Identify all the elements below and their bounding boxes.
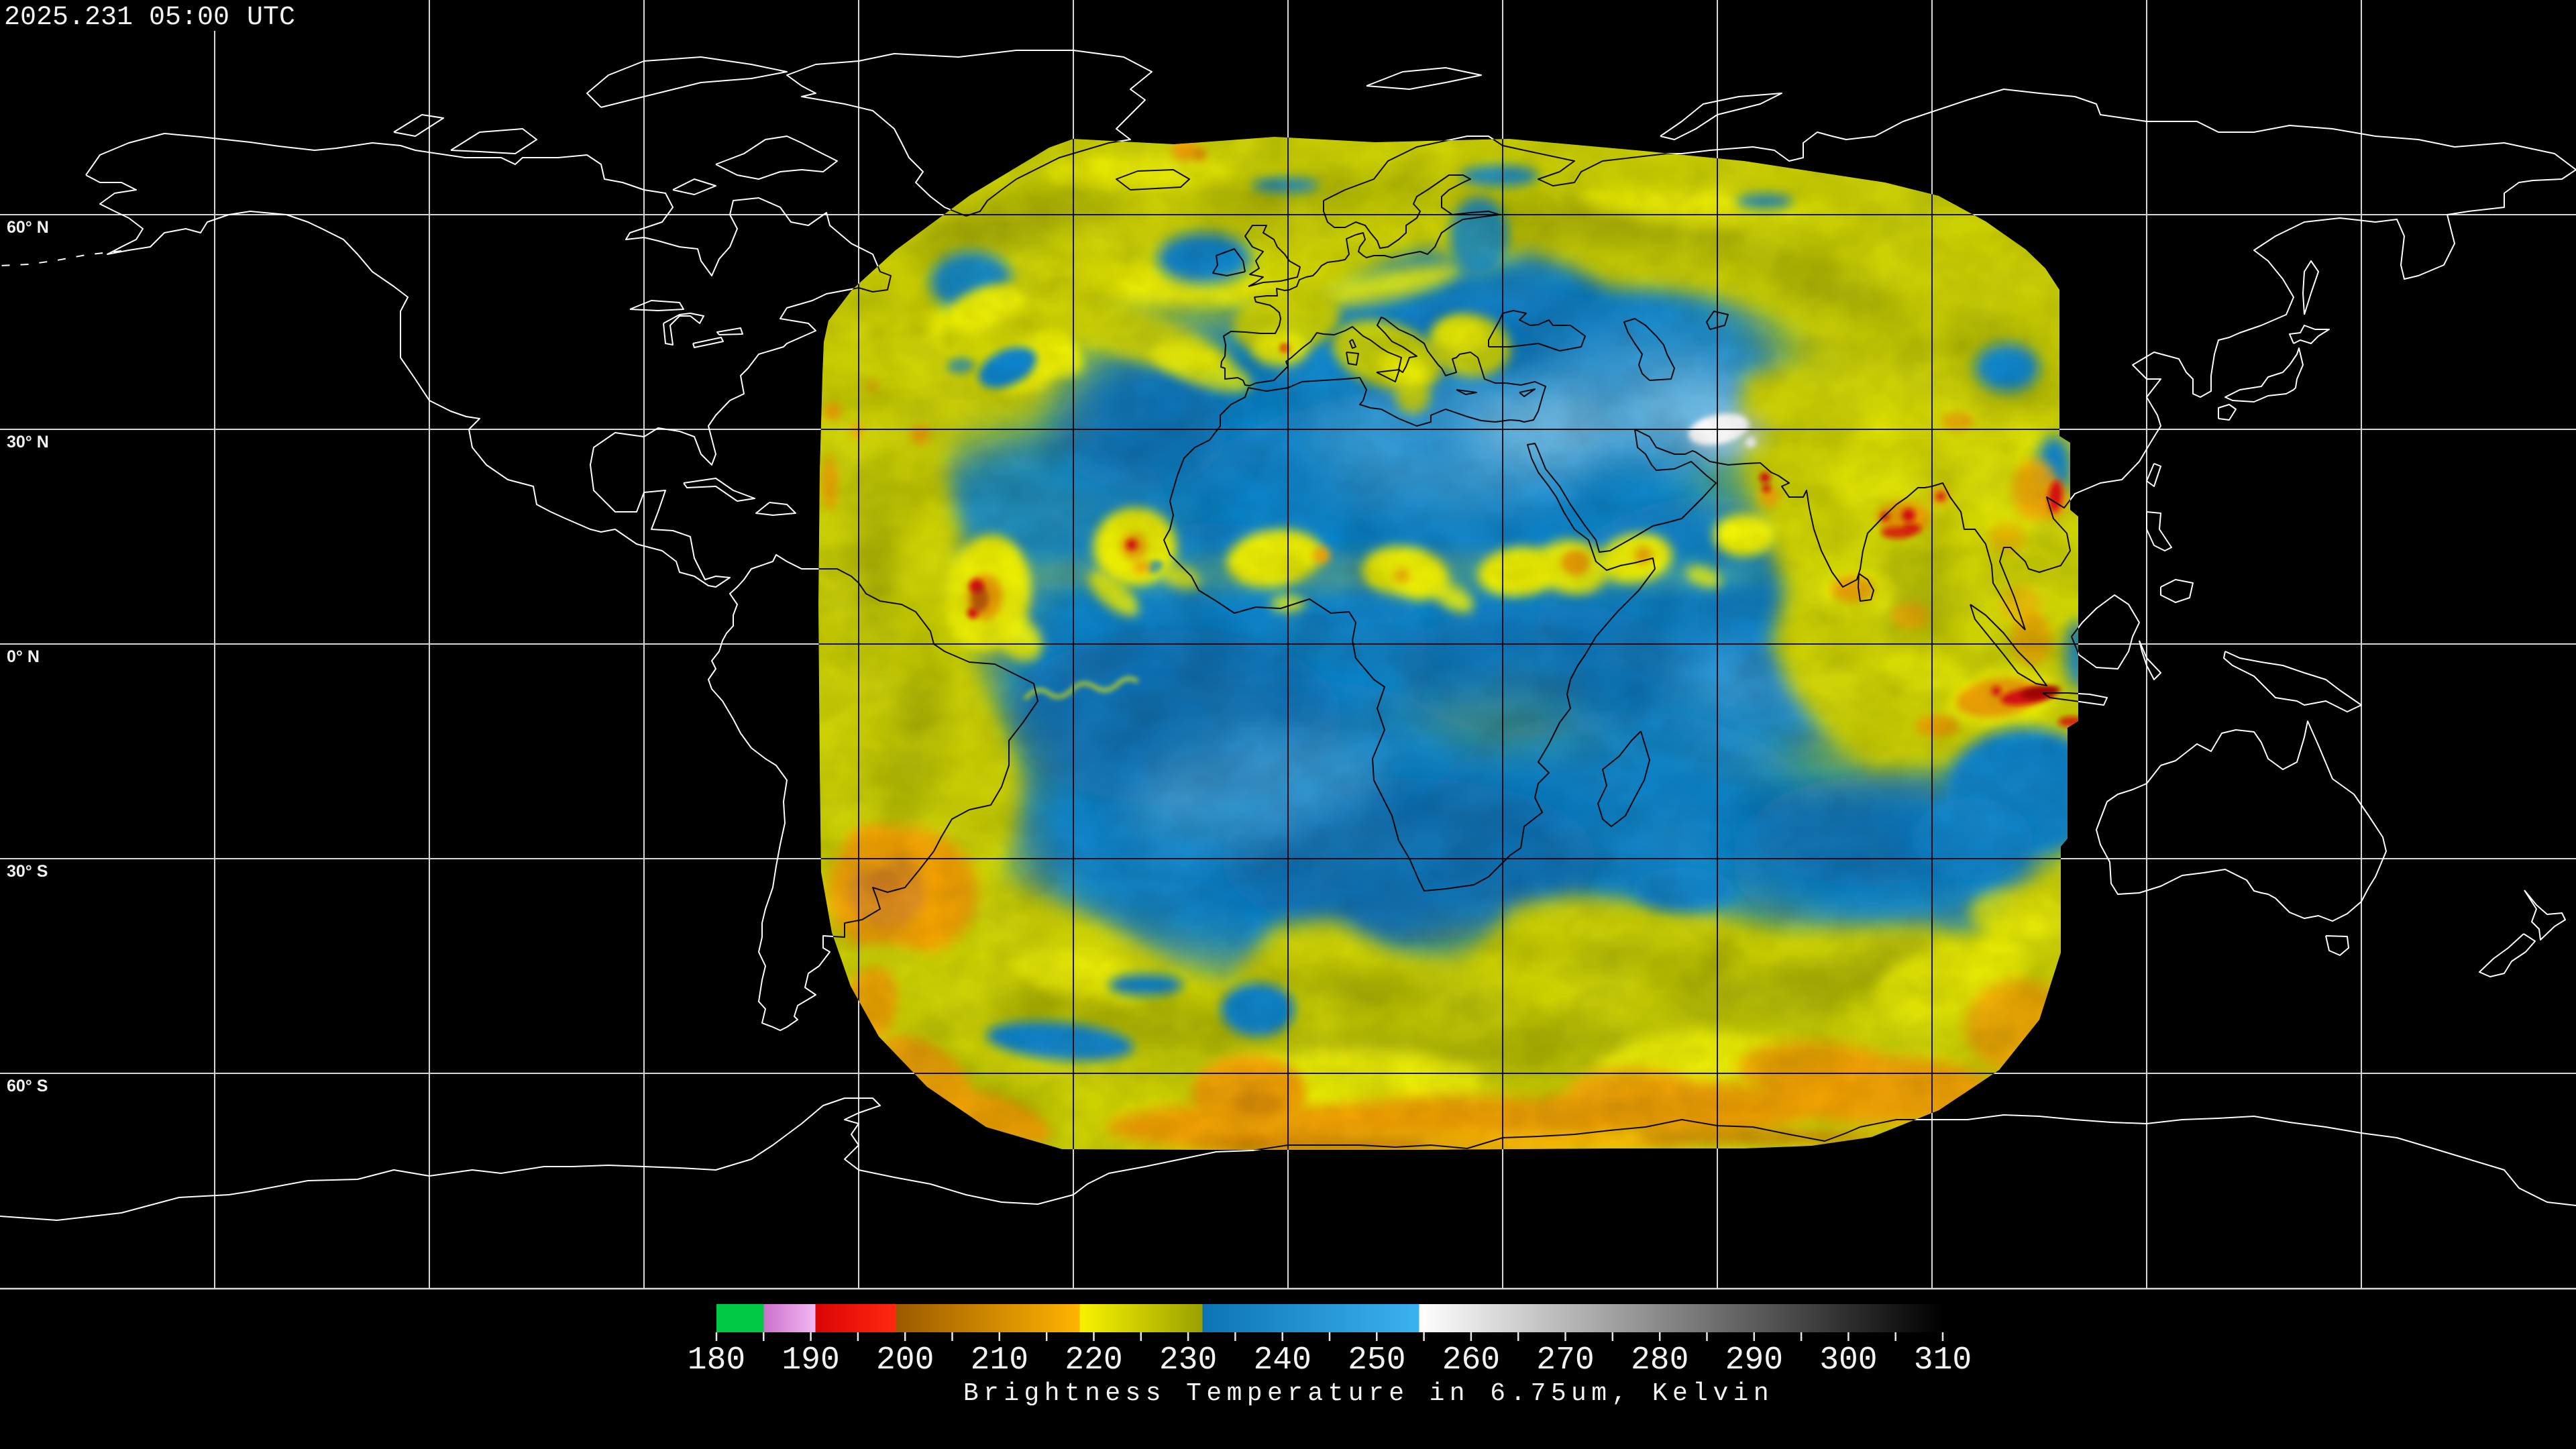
svg-text:200: 200 bbox=[876, 1342, 934, 1379]
svg-text:260: 260 bbox=[1442, 1342, 1500, 1379]
svg-text:300: 300 bbox=[1819, 1342, 1877, 1379]
svg-text:60° N: 60° N bbox=[7, 218, 49, 237]
svg-text:270: 270 bbox=[1536, 1342, 1594, 1379]
svg-text:220: 220 bbox=[1065, 1342, 1122, 1379]
svg-text:0° N: 0° N bbox=[7, 647, 40, 666]
svg-text:250: 250 bbox=[1348, 1342, 1405, 1379]
svg-text:190: 190 bbox=[782, 1342, 839, 1379]
svg-text:310: 310 bbox=[1914, 1342, 1972, 1379]
svg-text:240: 240 bbox=[1253, 1342, 1311, 1379]
svg-text:210: 210 bbox=[971, 1342, 1028, 1379]
svg-text:60° S: 60° S bbox=[7, 1077, 48, 1095]
svg-text:Brightness Temperature in 6.75: Brightness Temperature in 6.75um, Kelvin bbox=[963, 1379, 1774, 1408]
svg-text:30° N: 30° N bbox=[7, 433, 49, 451]
svg-text:290: 290 bbox=[1725, 1342, 1783, 1379]
svg-text:280: 280 bbox=[1631, 1342, 1688, 1379]
svg-text:180: 180 bbox=[688, 1342, 745, 1379]
svg-text:30° S: 30° S bbox=[7, 862, 48, 881]
svg-text:230: 230 bbox=[1159, 1342, 1217, 1379]
